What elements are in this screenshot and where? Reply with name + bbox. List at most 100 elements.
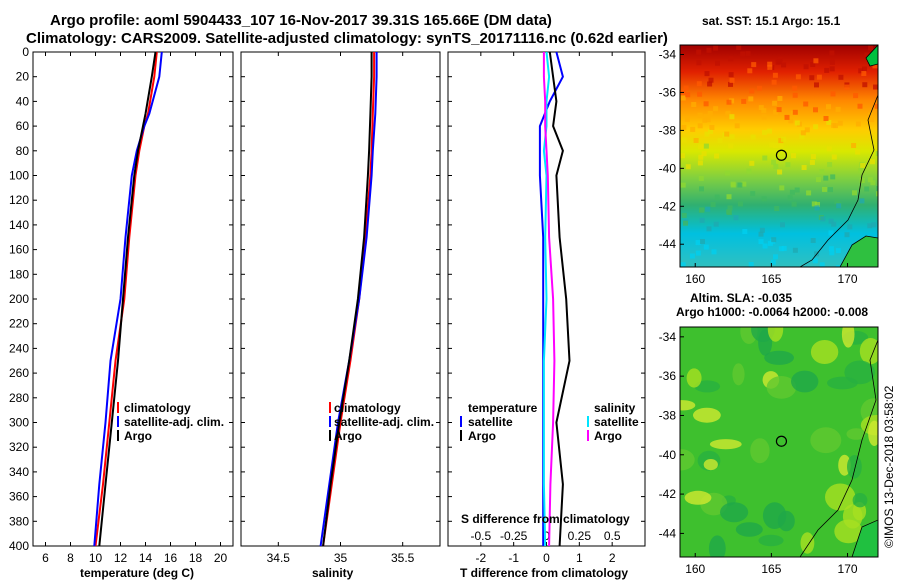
sst-pixel xyxy=(767,64,773,70)
sst-pixel xyxy=(703,114,709,119)
x-tick-label: 12 xyxy=(114,551,128,565)
sst-pixel xyxy=(861,71,867,76)
sst-pixel xyxy=(858,68,864,74)
sst-pixel xyxy=(696,60,702,66)
temperature-panel-frame xyxy=(32,51,234,547)
land-patch xyxy=(839,235,878,267)
argo-position-marker xyxy=(775,149,788,161)
depth-tick-label: 80 xyxy=(16,144,30,158)
sst-pixel xyxy=(837,120,843,126)
sst-pixel xyxy=(869,117,875,123)
sla-blob xyxy=(834,519,863,544)
sst-pixel xyxy=(794,187,800,193)
sst-pixel xyxy=(773,254,778,260)
sst-pixel xyxy=(714,194,720,200)
sst-pixel xyxy=(742,229,748,234)
sst-pixel xyxy=(725,111,731,117)
legend-label-t-argo: Argo xyxy=(468,429,496,443)
sst-pixel xyxy=(870,159,875,165)
coastline-south-island xyxy=(799,94,878,267)
sst-pixel xyxy=(705,206,711,212)
sst-pixel xyxy=(695,240,701,246)
sst-pixel xyxy=(713,106,719,112)
depth-tick-label: 380 xyxy=(9,514,29,528)
sst-map-axes: 160 165 170 -34 -36 -38 -40 -42 -44 xyxy=(659,47,858,286)
sst-pixel xyxy=(828,230,834,236)
sst-pixel xyxy=(707,110,713,116)
sla-blob xyxy=(859,338,878,365)
sst-pixel xyxy=(773,163,779,169)
sst-pixel xyxy=(680,182,686,188)
sst-pixel xyxy=(762,243,768,249)
coastline-north xyxy=(865,45,878,67)
lon-tick-label: 165 xyxy=(761,562,781,576)
lon-tick-label: 170 xyxy=(838,272,858,286)
sst-pixel xyxy=(868,45,874,51)
sst-pixel xyxy=(831,154,837,160)
sst-pixel xyxy=(871,222,877,228)
sst-pixel xyxy=(810,62,816,67)
sst-pixel xyxy=(792,109,798,115)
sst-pixel xyxy=(704,71,710,77)
sst-pixel xyxy=(813,107,818,113)
sst-pixel xyxy=(696,81,702,87)
sst-pixel xyxy=(741,98,747,104)
sst-pixel xyxy=(700,239,705,244)
sst-pixel xyxy=(781,245,787,251)
sst-pixel xyxy=(860,162,866,168)
sst-pixel xyxy=(855,149,861,155)
lat-tick-label: -34 xyxy=(659,330,677,344)
x-tick-label: 6 xyxy=(42,551,49,565)
depth-tick-label: 0 xyxy=(22,45,29,59)
sst-pixel xyxy=(714,153,720,159)
sst-pixel xyxy=(751,62,757,68)
sst-pixel xyxy=(737,201,743,207)
sst-pixel xyxy=(872,63,878,69)
series-line-s-satellite xyxy=(542,51,551,547)
sla-blob xyxy=(694,380,721,393)
legend-title-salinity: salinity xyxy=(594,401,636,415)
sst-pixel xyxy=(779,185,785,191)
sst-pixel xyxy=(697,160,703,166)
sst-pixel xyxy=(780,222,785,228)
sst-pixel xyxy=(776,107,782,113)
legend-label-climatology: climatology xyxy=(124,401,191,415)
sst-pixel xyxy=(831,221,837,227)
sst-pixel xyxy=(864,52,870,58)
sst-pixel xyxy=(697,91,703,97)
title-line-2: Climatology: CARS2009. Satellite-adjuste… xyxy=(26,30,668,47)
sst-pixel xyxy=(729,114,735,120)
difference-x2label: S difference from climatology xyxy=(461,512,630,526)
lat-tick-label: -36 xyxy=(659,85,677,99)
sst-pixel xyxy=(835,265,841,267)
sst-map xyxy=(680,45,878,267)
sla-blob xyxy=(758,534,784,547)
lon-tick-label: 160 xyxy=(685,562,705,576)
sst-pixel xyxy=(726,99,732,105)
sst-pixel xyxy=(683,85,689,91)
sst-pixel xyxy=(715,60,720,66)
depth-tick-label: 40 xyxy=(16,94,30,108)
sst-pixel xyxy=(873,84,878,90)
sst-pixel xyxy=(702,117,708,123)
sst-pixel xyxy=(814,205,820,211)
sst-pixel xyxy=(826,146,832,152)
sst-pixel xyxy=(867,177,873,183)
sst-pixel xyxy=(749,88,755,94)
sst-pixel xyxy=(728,143,734,149)
sst-pixel xyxy=(707,81,713,87)
sst-pixel xyxy=(781,62,787,68)
coastline-south-island xyxy=(799,339,878,557)
legend-title-temperature: temperature xyxy=(468,401,538,415)
sst-pixel xyxy=(729,134,735,140)
sst-pixel xyxy=(697,123,703,129)
sst-pixel xyxy=(740,51,746,57)
x2-tick-label: -0.5 xyxy=(470,529,491,543)
sst-pixel xyxy=(685,92,691,98)
sst-pixel xyxy=(734,123,740,129)
sla-blob xyxy=(767,327,784,342)
lon-tick-label: 160 xyxy=(685,272,705,286)
sst-pixel xyxy=(809,159,815,165)
sst-pixel xyxy=(835,106,841,112)
